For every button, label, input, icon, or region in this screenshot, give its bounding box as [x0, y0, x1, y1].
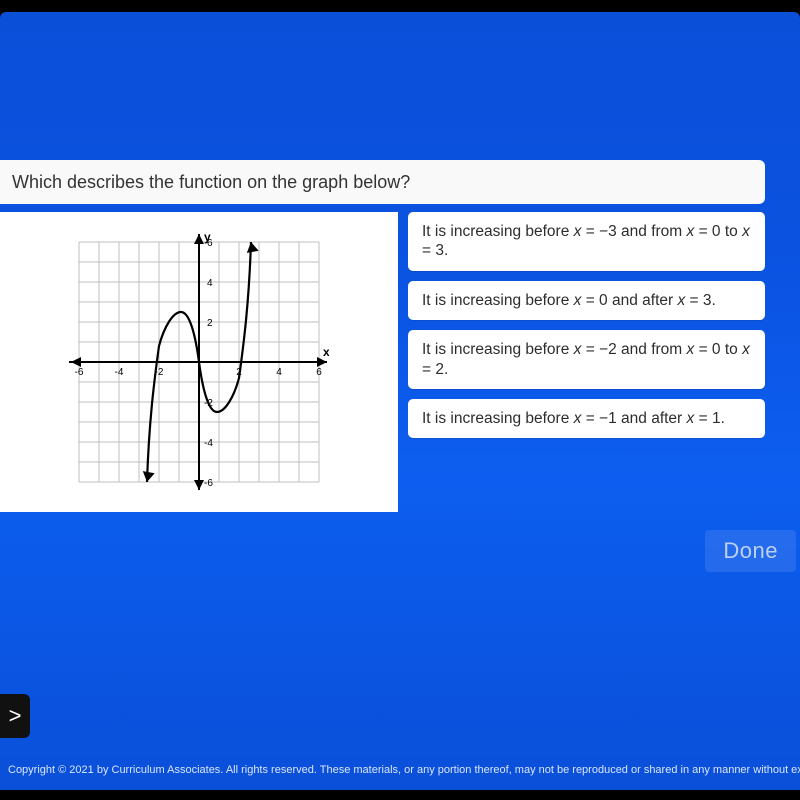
graph-panel: y x -6-4-2 246 6 4 2 -2 -4 -6 — [0, 212, 398, 512]
answer-text: It is increasing before x = −3 and from … — [422, 223, 750, 259]
answer-option-1[interactable]: It is increasing before x = −3 and from … — [408, 212, 765, 271]
x-axis-label: x — [323, 345, 329, 359]
svg-text:-6: -6 — [75, 367, 84, 378]
answer-text: It is increasing before x = 0 and after … — [422, 292, 716, 309]
prev-nav-button[interactable]: > — [0, 694, 30, 738]
question-bar: Which describes the function on the grap… — [0, 160, 765, 204]
svg-text:6: 6 — [207, 238, 213, 249]
function-graph: y x -6-4-2 246 6 4 2 -2 -4 -6 — [69, 232, 329, 492]
copyright-text: Copyright © 2021 by Curriculum Associate… — [0, 764, 800, 776]
answer-option-3[interactable]: It is increasing before x = −2 and from … — [408, 330, 765, 389]
svg-text:6: 6 — [316, 367, 322, 378]
svg-text:2: 2 — [207, 318, 213, 329]
answer-list: It is increasing before x = −3 and from … — [408, 212, 765, 512]
question-text: Which describes the function on the grap… — [12, 172, 410, 193]
svg-text:4: 4 — [276, 367, 282, 378]
done-label: Done — [723, 538, 778, 563]
answer-text: It is increasing before x = −1 and after… — [422, 410, 725, 427]
svg-text:-6: -6 — [204, 478, 213, 489]
answer-text: It is increasing before x = −2 and from … — [422, 341, 750, 377]
answer-option-2[interactable]: It is increasing before x = 0 and after … — [408, 281, 765, 320]
answer-option-4[interactable]: It is increasing before x = −1 and after… — [408, 399, 765, 438]
app-screen: Which describes the function on the grap… — [0, 12, 800, 790]
svg-text:-4: -4 — [204, 438, 213, 449]
svg-text:4: 4 — [207, 278, 213, 289]
svg-text:-4: -4 — [115, 367, 124, 378]
chevron-right-icon: > — [9, 703, 22, 729]
done-button[interactable]: Done — [705, 530, 796, 572]
content-row: y x -6-4-2 246 6 4 2 -2 -4 -6 — [0, 212, 765, 512]
